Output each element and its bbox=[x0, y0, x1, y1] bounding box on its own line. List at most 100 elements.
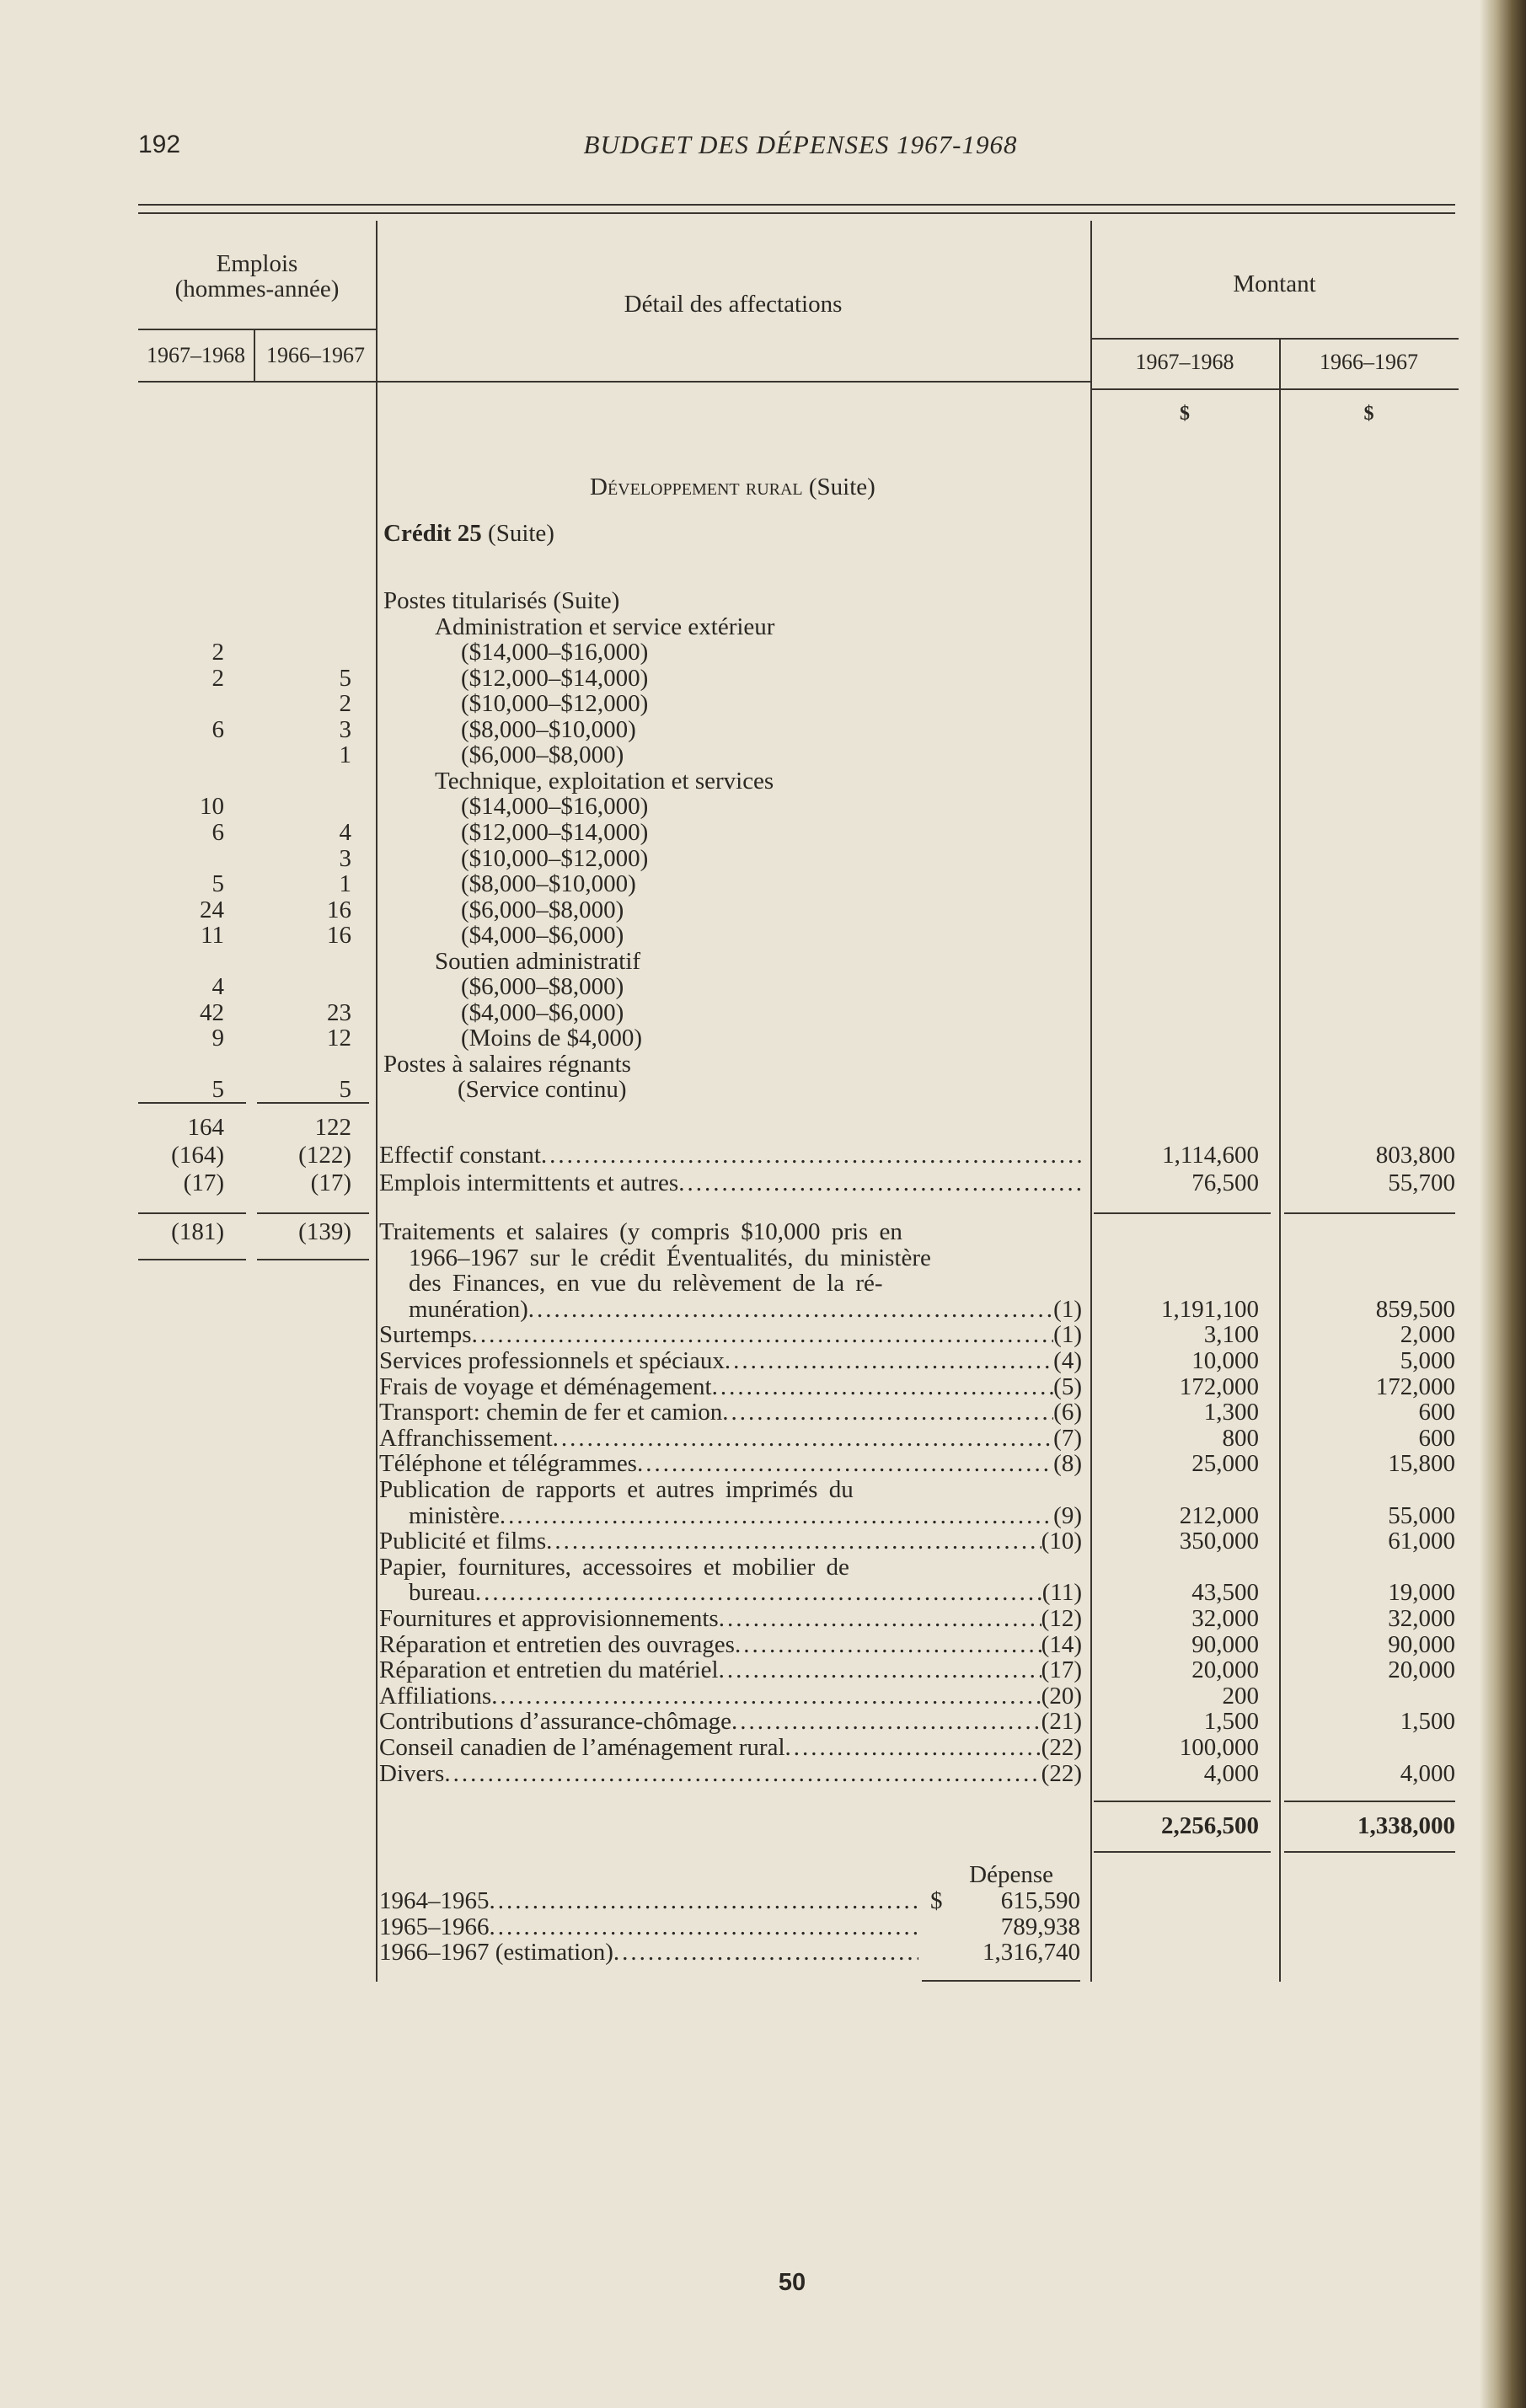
row-ref: (7) bbox=[1053, 1424, 1082, 1452]
position-label: ($6,000–$8,000) bbox=[461, 896, 624, 923]
amount-1967: 20,000 bbox=[1191, 1656, 1259, 1684]
employment-1967: 4 bbox=[211, 973, 225, 1001]
amount-1966: 4,000 bbox=[1400, 1759, 1455, 1787]
employment-1966: 2 bbox=[339, 690, 352, 718]
employment-1967: 2 bbox=[211, 639, 225, 666]
rule bbox=[1090, 338, 1459, 340]
row-label: Divers bbox=[379, 1759, 445, 1787]
row-ref: (14) bbox=[1041, 1630, 1082, 1658]
dot-leader bbox=[725, 1348, 1053, 1374]
amount-1966: 803,800 bbox=[1375, 1142, 1455, 1169]
amount-1967: 3,100 bbox=[1203, 1321, 1259, 1349]
subtotal-1966: 122 bbox=[314, 1114, 352, 1141]
row-ref: (12) bbox=[1041, 1605, 1082, 1632]
total-employment-1967: (181) bbox=[171, 1218, 224, 1245]
amount-1966: 172,000 bbox=[1375, 1373, 1455, 1400]
position-label: (Moins de $4,000) bbox=[461, 1025, 643, 1052]
amount-1967: 32,000 bbox=[1191, 1605, 1259, 1632]
position-label: ($8,000–$10,000) bbox=[461, 715, 636, 743]
employment-1966: 4 bbox=[339, 818, 352, 846]
amount-1966: 19,000 bbox=[1388, 1579, 1455, 1607]
row-label: bureau bbox=[409, 1579, 475, 1607]
rule bbox=[138, 212, 1455, 214]
row-label: Transport: chemin de fer et camion bbox=[379, 1399, 723, 1426]
dot-leader bbox=[613, 1940, 918, 1966]
dot-leader bbox=[490, 1914, 919, 1940]
amount-1966: 55,000 bbox=[1388, 1501, 1455, 1529]
expense-row: Réparation et entretien du matériel (17) bbox=[379, 1657, 1082, 1683]
employment-1967: 24 bbox=[200, 896, 224, 923]
position-label: ($14,000–$16,000) bbox=[461, 793, 649, 821]
employment-1967: 2 bbox=[211, 664, 225, 692]
year-header-2: 1966–1967 bbox=[266, 343, 365, 367]
rule bbox=[138, 1212, 246, 1214]
dot-leader bbox=[712, 1374, 1054, 1400]
dot-leader bbox=[785, 1735, 1041, 1761]
rule bbox=[922, 1980, 1080, 1982]
employment-1966: 16 bbox=[327, 896, 351, 923]
dot-leader bbox=[678, 1170, 1082, 1196]
amount-1967: 100,000 bbox=[1179, 1734, 1259, 1761]
position-label: Administration et service extérieur bbox=[435, 613, 775, 640]
subtotal-1967: 164 bbox=[187, 1114, 225, 1141]
position-label: ($8,000–$10,000) bbox=[461, 870, 636, 898]
row-ref: (11) bbox=[1041, 1579, 1082, 1607]
employment-1966: 16 bbox=[327, 922, 351, 950]
rule bbox=[138, 329, 376, 330]
position-label: Postes titularisés (Suite) bbox=[383, 587, 620, 614]
depense-row: 1966–1967 (estimation) bbox=[379, 1940, 918, 1966]
total-1966: 1,338,000 bbox=[1357, 1812, 1455, 1839]
row-label: munération) bbox=[409, 1295, 528, 1323]
employment-1967: 11 bbox=[201, 922, 224, 950]
amount-1967: 1,191,100 bbox=[1161, 1295, 1259, 1323]
employment-1966: 12 bbox=[327, 1025, 351, 1052]
row-ref: (4) bbox=[1053, 1347, 1082, 1374]
employment-1967: 5 bbox=[211, 870, 225, 898]
row-ref: (5) bbox=[1053, 1373, 1082, 1400]
emplois-header: Emplois bbox=[216, 250, 298, 277]
amount-1967: 212,000 bbox=[1179, 1501, 1259, 1529]
dot-leader bbox=[528, 1297, 1053, 1323]
rule bbox=[257, 1259, 369, 1260]
position-label: ($14,000–$16,000) bbox=[461, 639, 649, 666]
currency-2: $ bbox=[1363, 403, 1374, 425]
employment-1966: 23 bbox=[327, 998, 351, 1026]
amount-1967: 1,500 bbox=[1203, 1708, 1259, 1736]
amount-1967: 76,500 bbox=[1191, 1169, 1259, 1196]
amount-1966: 2,000 bbox=[1400, 1321, 1455, 1349]
section-title: Développement rural (Suite) bbox=[590, 474, 875, 500]
rule bbox=[1094, 1801, 1271, 1802]
dot-leader bbox=[637, 1451, 1053, 1477]
amount-1966: 15,800 bbox=[1388, 1450, 1455, 1478]
depense-value: 789,938 bbox=[1000, 1913, 1080, 1940]
detail-header: Détail des affectations bbox=[624, 291, 843, 318]
amount-1967: 90,000 bbox=[1191, 1630, 1259, 1658]
dot-leader bbox=[490, 1888, 919, 1914]
expense-row: Divers (22) bbox=[379, 1759, 1082, 1787]
row-label: Téléphone et télégrammes bbox=[379, 1450, 637, 1478]
row-label: Réparation et entretien du matériel bbox=[379, 1656, 719, 1684]
dot-leader bbox=[444, 1761, 1041, 1787]
emplois-subheader: (hommes-année) bbox=[174, 276, 340, 302]
amount-1967: 1,114,600 bbox=[1162, 1142, 1259, 1169]
footer-number: 50 bbox=[778, 2269, 806, 2296]
row-ref: (8) bbox=[1053, 1450, 1082, 1478]
amount-1966: 55,700 bbox=[1388, 1169, 1455, 1196]
employment-1967: (17) bbox=[183, 1169, 224, 1196]
row-label: Services professionnels et spéciaux bbox=[379, 1347, 725, 1374]
total-employment-1966: (139) bbox=[298, 1218, 351, 1245]
expense-row: Téléphone et télégrammes (8) bbox=[379, 1451, 1082, 1477]
employment-1967: 9 bbox=[211, 1025, 225, 1052]
employment-1967: (164) bbox=[171, 1142, 224, 1169]
row-label: Surtemps bbox=[379, 1321, 472, 1349]
dot-leader bbox=[546, 1528, 1041, 1554]
rule bbox=[1284, 1851, 1455, 1853]
credit-title: Crédit 25 (Suite) bbox=[383, 521, 554, 547]
expense-row: Services professionnels et spéciaux (4) bbox=[379, 1348, 1082, 1374]
row-ref: (21) bbox=[1041, 1708, 1082, 1736]
row-label: Fournitures et approvisionnements bbox=[379, 1605, 719, 1632]
employment-1966: (122) bbox=[298, 1142, 351, 1169]
position-label: ($6,000–$8,000) bbox=[461, 741, 624, 769]
dot-leader bbox=[731, 1709, 1041, 1735]
position-label: ($10,000–$12,000) bbox=[461, 690, 649, 718]
